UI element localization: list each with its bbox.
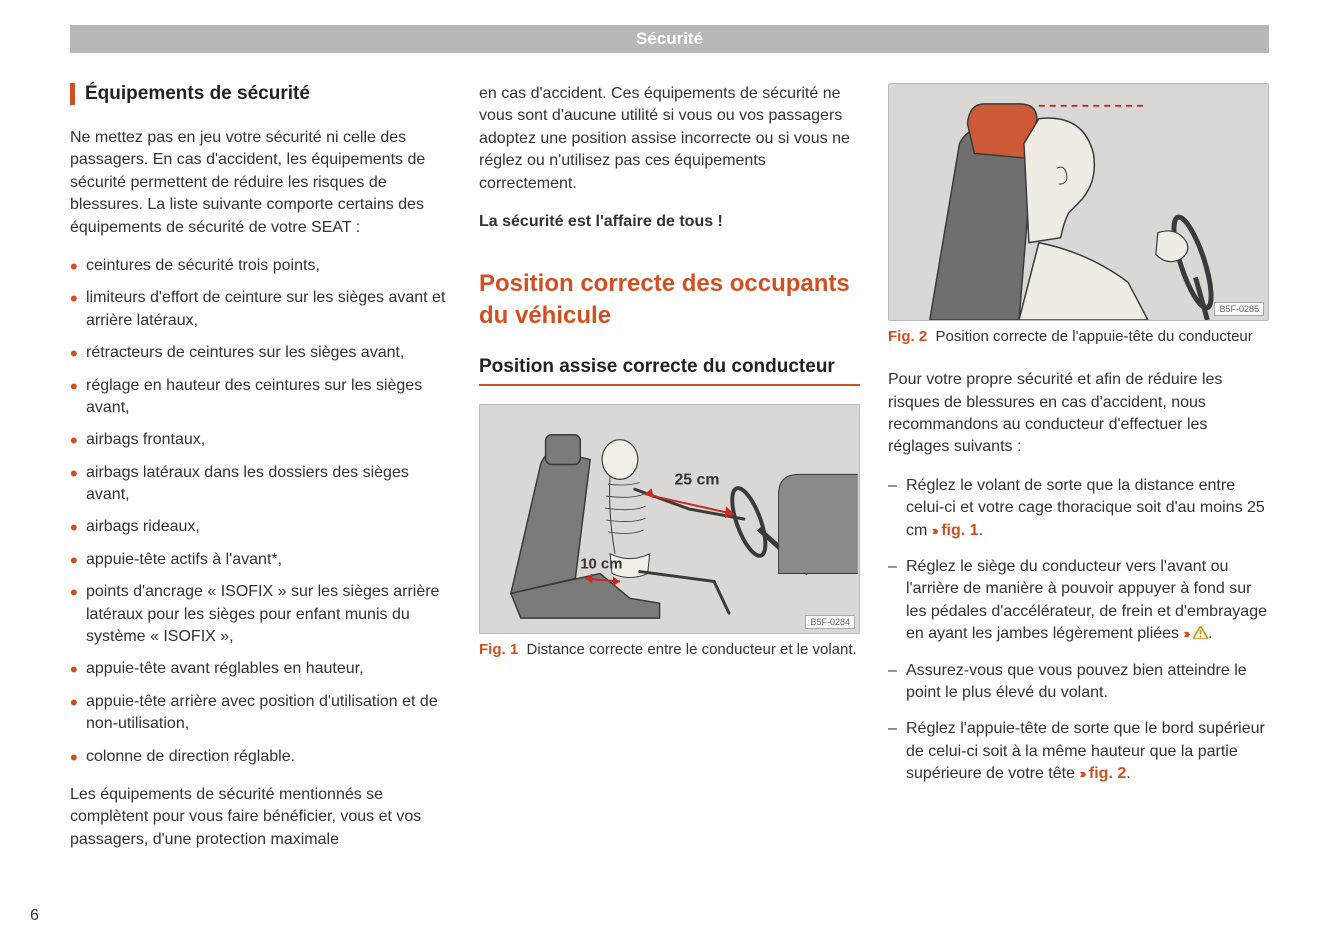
fig2-num: Fig. 2 [888,328,927,345]
figure-1: 25 cm 10 cm B5F-0284 [479,404,860,634]
section-title-red: Position correcte des occupants du véhic… [479,268,860,330]
figure-2-caption: Fig. 2 Position correcte de l'appuie-têt… [888,327,1269,347]
intro-text: Ne mettez pas en jeu votre sécurité ni c… [70,127,451,239]
warning-icon [1193,626,1208,639]
fig1-label-10: 10 cm [580,556,622,572]
figure-2-code: B5F-0285 [1214,302,1264,316]
section-title: Sécurité [636,29,703,49]
recommendation-list: Réglez le volant de sorte que la distanc… [888,475,1269,786]
equipment-item: appuie-tête arrière avec position d'util… [70,691,451,736]
subheading-position: Position assise correcte du conducteur [479,356,860,386]
page-number: 6 [30,907,39,925]
equipment-item: réglage en hauteur des ceintures sur les… [70,375,451,420]
equipment-item: ceintures de sécurité trois points, [70,255,451,277]
outro-text: Les équipements de sécurité mentionnés s… [70,784,451,851]
recommendation-item: Assurez-vous que vous pouvez bien attein… [888,660,1269,705]
equipment-list: ceintures de sécurité trois points, limit… [70,255,451,768]
cross-ref: ››› [1184,625,1208,642]
figure-1-caption: Fig. 1 Distance correcte entre le conduc… [479,640,860,660]
equipment-item: rétracteurs de ceintures sur les sièges … [70,342,451,364]
cross-ref: ››› fig. 1 [932,522,979,539]
chevron-icon: ››› [1184,625,1188,643]
equipment-item: limiteurs d'effort de ceinture sur les s… [70,287,451,332]
section-header: Sécurité [70,25,1269,53]
equipment-item: points d'ancrage « ISOFIX » sur les sièg… [70,581,451,648]
equipment-item: colonne de direction réglable. [70,746,451,768]
column-2: en cas d'accident. Ces équipements de sé… [479,83,860,867]
figure-2: B5F-0285 [888,83,1269,321]
column-1: Équipements de sécurité Ne mettez pas en… [70,83,451,867]
column-3: B5F-0285 Fig. 2 Position correcte de l'a… [888,83,1269,867]
equipment-item: appuie-tête actifs à l'avant*, [70,549,451,571]
chevron-icon: ››› [932,522,936,540]
fig1-label-25: 25 cm [674,471,719,488]
equipment-item: airbags latéraux dans les dossiers des s… [70,462,451,507]
fig1-num: Fig. 1 [479,641,518,658]
fig2-caption-body: Position correcte de l'appuie-tête du co… [936,328,1253,345]
col3-intro: Pour votre propre sécurité et afin de ré… [888,369,1269,459]
figure-1-code: B5F-0284 [805,615,855,629]
continuation-text: en cas d'accident. Ces équipements de sé… [479,83,860,195]
equipment-item: airbags rideaux, [70,516,451,538]
recommendation-item: Réglez le siège du conducteur vers l'ava… [888,556,1269,646]
bold-line: La sécurité est l'affaire de tous ! [479,211,860,233]
heading-equipements: Équipements de sécurité [70,83,451,105]
columns: Équipements de sécurité Ne mettez pas en… [70,83,1269,867]
recommendation-item: Réglez l'appuie-tête de sorte que le bor… [888,718,1269,785]
recommendation-item: Réglez le volant de sorte que la distanc… [888,475,1269,542]
equipment-item: airbags frontaux, [70,429,451,451]
cross-ref: ››› fig. 2 [1079,765,1126,782]
equipment-item: appuie-tête avant réglables en hauteur, [70,658,451,680]
chevron-icon: ››› [1079,765,1083,783]
fig1-caption-body: Distance correcte entre le conducteur et… [527,641,857,658]
figure-1-illustration: 25 cm 10 cm [480,405,859,633]
figure-2-illustration [889,84,1268,320]
